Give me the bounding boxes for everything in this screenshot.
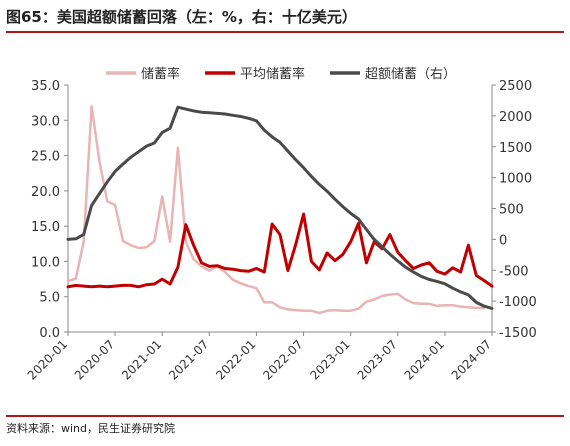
x-tick-label: 2020-01 — [25, 337, 70, 382]
right-tick-label: 2000 — [499, 110, 532, 125]
right-tick-label: -1000 — [499, 295, 537, 310]
legend-label-2: 平均储蓄率 — [240, 66, 305, 82]
left-tick-label: 30.0 — [31, 114, 60, 129]
right-tick-label: 0 — [499, 233, 507, 248]
right-tick-label: 1500 — [499, 141, 532, 156]
x-tick-label: 2020-07 — [72, 337, 117, 382]
x-tick-label: 2021-07 — [166, 337, 211, 382]
title-rule — [6, 31, 564, 33]
right-tick-label: -1500 — [499, 326, 537, 341]
left-tick-label: 10.0 — [31, 255, 60, 270]
left-tick-label: 15.0 — [31, 220, 60, 235]
series-line-3 — [66, 105, 494, 310]
footer-rule — [6, 415, 564, 417]
legend-label-1: 储蓄率 — [141, 66, 180, 82]
right-tick-label: 1000 — [499, 172, 532, 187]
right-tick-label: 500 — [499, 203, 524, 218]
left-tick-label: 35.0 — [31, 79, 60, 94]
source-note: 资料来源：wind，民生证券研究院 — [6, 422, 176, 435]
chart-title: 图65：美国超额储蓄回落（左：%，右：十亿美元） — [6, 8, 357, 26]
left-tick-label: 25.0 — [31, 150, 60, 165]
left-tick-label: 5.0 — [39, 291, 60, 306]
series-line-2 — [66, 212, 494, 289]
x-tick-label: 2022-07 — [260, 337, 305, 382]
left-tick-label: 0.0 — [39, 326, 60, 341]
x-tick-label: 2023-07 — [355, 337, 400, 382]
x-tick-label: 2022-01 — [213, 337, 258, 382]
x-tick-label: 2024-07 — [449, 337, 494, 382]
left-tick-label: 20.0 — [31, 185, 60, 200]
x-tick-label: 2021-01 — [119, 337, 164, 382]
x-tick-label: 2023-01 — [307, 337, 352, 382]
legend-label-3: 超额储蓄（右） — [365, 67, 456, 82]
series-line-1 — [66, 104, 486, 315]
right-tick-label: 2500 — [499, 79, 532, 94]
x-tick-label: 2024-01 — [402, 337, 447, 382]
right-tick-label: -500 — [499, 264, 529, 279]
